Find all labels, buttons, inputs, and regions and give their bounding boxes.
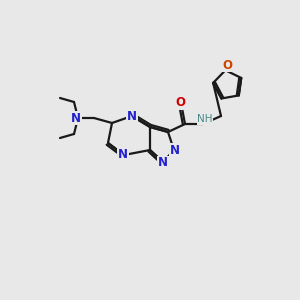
Text: O: O xyxy=(222,59,233,72)
Text: N: N xyxy=(170,143,180,157)
Text: N: N xyxy=(158,157,168,169)
Text: N: N xyxy=(127,110,137,122)
Text: NH: NH xyxy=(197,114,213,124)
Text: O: O xyxy=(175,97,185,110)
Text: N: N xyxy=(71,112,81,124)
Text: N: N xyxy=(118,148,128,161)
